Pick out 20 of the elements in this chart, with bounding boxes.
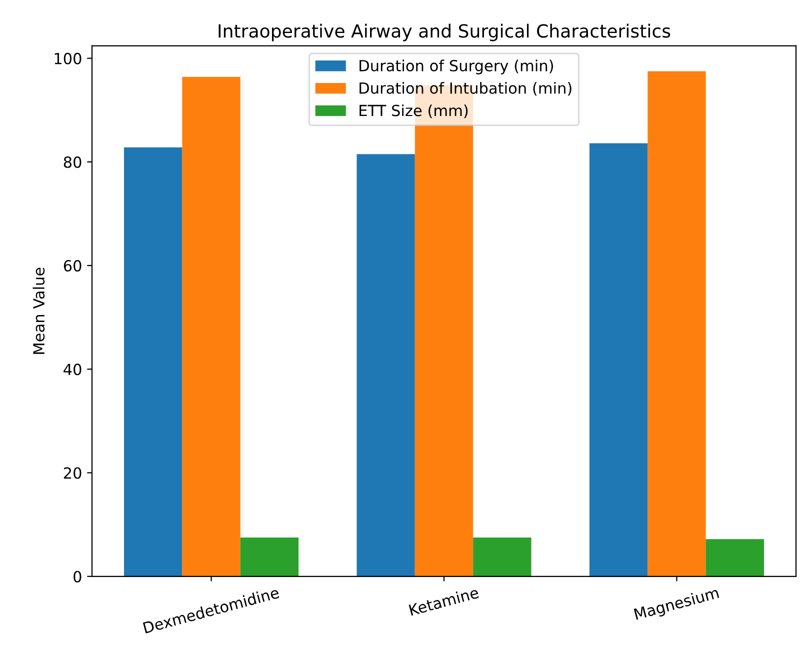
legend-label: ETT Size (mm) xyxy=(360,104,468,118)
y-tick-label: 100 xyxy=(54,52,82,64)
bar xyxy=(648,71,706,576)
y-tick-label: 20 xyxy=(64,467,82,479)
bar xyxy=(124,147,182,576)
y-tick-label: 60 xyxy=(64,260,82,272)
bar xyxy=(589,143,648,576)
legend-label: Duration of Intubation (min) xyxy=(360,82,572,96)
y-tick-label: 0 xyxy=(74,570,82,582)
bar xyxy=(356,154,415,576)
chart-title: Intraoperative Airway and Surgical Characteristics xyxy=(218,24,670,42)
bar xyxy=(182,76,240,576)
y-tick-label: 80 xyxy=(64,156,82,168)
bar xyxy=(706,539,764,576)
bar xyxy=(473,538,532,576)
y-axis-title: Mean Value xyxy=(32,268,45,354)
x-tick-label: Ketamine xyxy=(408,586,480,616)
y-tick-label: 40 xyxy=(64,364,82,376)
bar xyxy=(240,538,299,576)
legend-label: Duration of Surgery (min) xyxy=(360,60,553,74)
